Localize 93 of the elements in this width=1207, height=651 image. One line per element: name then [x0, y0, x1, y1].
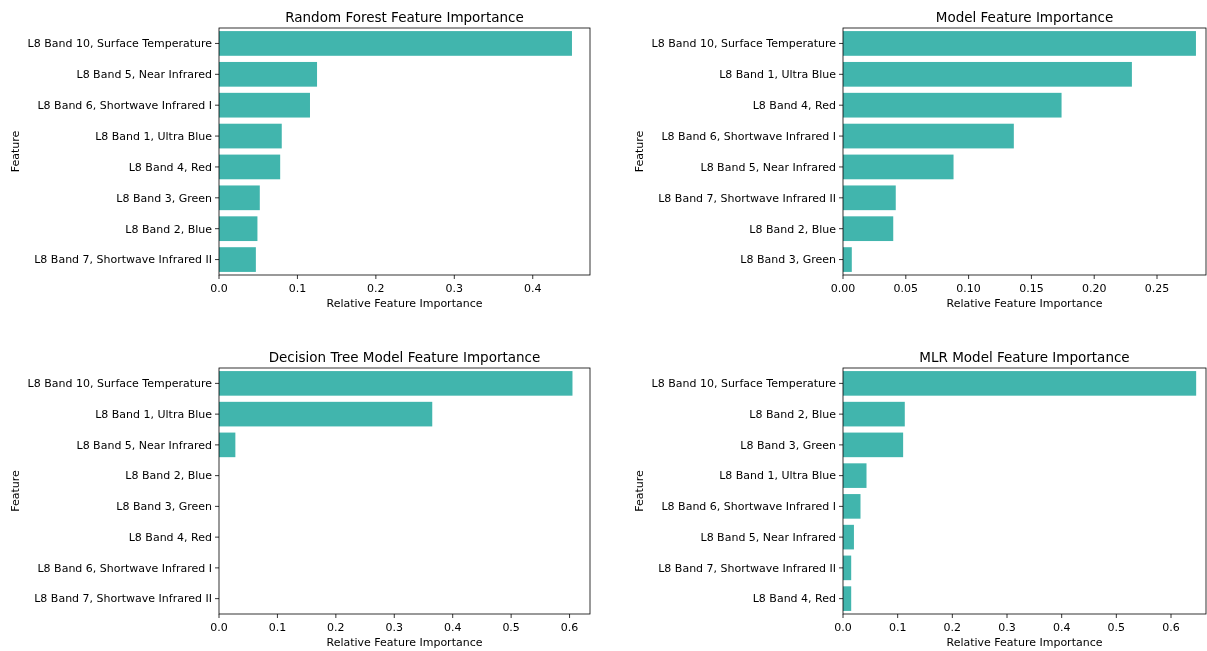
- y-tick-label: L8 Band 10, Surface Temperature: [651, 37, 837, 51]
- x-tick-label: 0.4: [443, 621, 462, 634]
- x-tick-label: 0.2: [327, 621, 345, 634]
- x-axis-title: Relative Feature Importance: [326, 297, 483, 310]
- y-tick-label: L8 Band 6, Shortwave Infrared I: [661, 129, 836, 143]
- y-tick-label: L8 Band 7, Shortwave Infrared II: [658, 191, 836, 205]
- y-tick-label: L8 Band 2, Blue: [125, 222, 213, 236]
- bar: [219, 216, 258, 242]
- y-tick-label: L8 Band 1, Ultra Blue: [719, 68, 837, 82]
- x-tick-label: 0.2: [943, 621, 962, 634]
- chart-title: Decision Tree Model Feature Importance: [268, 349, 541, 365]
- bar: [843, 154, 954, 180]
- y-tick-label: L8 Band 4, Red: [752, 99, 836, 113]
- y-tick-label: L8 Band 5, Near Infrared: [76, 438, 212, 452]
- bar: [843, 61, 1132, 87]
- y-tick-label: L8 Band 10, Surface Temperature: [27, 377, 213, 391]
- x-tick-label: 0.0: [834, 621, 852, 634]
- y-tick-label: L8 Band 1, Ultra Blue: [95, 129, 213, 143]
- y-tick-label: L8 Band 4, Red: [128, 530, 212, 544]
- x-tick-label: 0.5: [1107, 621, 1126, 634]
- bar: [219, 123, 282, 149]
- x-tick-label: 0.00: [830, 282, 856, 295]
- bar: [843, 494, 861, 519]
- x-tick-label: 0.0: [210, 282, 228, 295]
- y-tick-label: L8 Band 7, Shortwave Infrared II: [658, 561, 836, 575]
- x-tick-label: 0.05: [893, 282, 919, 295]
- bar: [219, 247, 256, 272]
- y-tick-label: L8 Band 7, Shortwave Infrared II: [34, 592, 212, 606]
- bar: [843, 31, 1196, 56]
- y-axis-title: Feature: [633, 469, 646, 512]
- bar: [843, 463, 867, 488]
- y-tick-label: L8 Band 4, Red: [752, 592, 836, 606]
- bar: [219, 61, 318, 87]
- x-tick-label: 0.1: [268, 621, 287, 634]
- x-tick-label: 0.6: [1162, 621, 1180, 634]
- bar: [843, 92, 1062, 118]
- x-tick-label: 0.4: [1052, 621, 1071, 634]
- x-tick-label: 0.3: [998, 621, 1016, 634]
- bar: [219, 154, 281, 180]
- y-tick-label: L8 Band 5, Near Infrared: [700, 160, 836, 174]
- x-tick-label: 0.10: [956, 282, 981, 295]
- bar: [843, 123, 1014, 149]
- bar: [843, 247, 852, 272]
- bar: [219, 185, 260, 211]
- y-tick-label: L8 Band 5, Near Infrared: [700, 530, 836, 544]
- bar: [219, 401, 433, 427]
- x-axis-title: Relative Feature Importance: [946, 297, 1103, 310]
- y-axis-title: Feature: [9, 469, 22, 512]
- y-tick-label: L8 Band 6, Shortwave Infrared I: [661, 500, 836, 514]
- x-tick-label: 0.4: [523, 282, 542, 295]
- bar: [843, 432, 904, 458]
- y-tick-label: L8 Band 6, Shortwave Infrared I: [37, 561, 212, 575]
- chart-title: MLR Model Feature Importance: [919, 349, 1130, 365]
- y-axis-title: Feature: [9, 130, 22, 173]
- bar: [843, 371, 1197, 396]
- x-tick-label: 0.20: [1081, 282, 1107, 295]
- x-axis-title: Relative Feature Importance: [946, 636, 1103, 649]
- y-tick-label: L8 Band 10, Surface Temperature: [651, 377, 837, 391]
- x-tick-label: 0.1: [888, 621, 907, 634]
- chart-title: Model Feature Importance: [935, 9, 1114, 25]
- y-tick-label: L8 Band 2, Blue: [749, 222, 837, 236]
- chart-title: Random Forest Feature Importance: [285, 9, 524, 25]
- x-tick-label: 0.3: [385, 621, 404, 634]
- y-tick-label: L8 Band 2, Blue: [125, 469, 213, 483]
- bar: [843, 185, 896, 211]
- x-tick-label: 0.15: [1019, 282, 1044, 295]
- y-tick-label: L8 Band 6, Shortwave Infrared I: [37, 99, 212, 113]
- bar: [219, 371, 573, 396]
- y-tick-label: L8 Band 1, Ultra Blue: [719, 469, 837, 483]
- x-axis-title: Relative Feature Importance: [326, 636, 483, 649]
- x-tick-label: 0.6: [560, 621, 579, 634]
- y-tick-label: L8 Band 3, Green: [116, 191, 213, 205]
- y-tick-label: L8 Band 3, Green: [116, 500, 213, 514]
- x-tick-label: 0.5: [502, 621, 520, 634]
- y-tick-label: L8 Band 7, Shortwave Infrared II: [34, 253, 212, 267]
- x-tick-label: 0.1: [288, 282, 307, 295]
- x-tick-label: 0.3: [445, 282, 464, 295]
- y-tick-label: L8 Band 5, Near Infrared: [76, 68, 212, 82]
- y-tick-label: L8 Band 2, Blue: [749, 407, 837, 421]
- bar: [843, 401, 905, 427]
- bar: [219, 432, 236, 458]
- y-tick-label: L8 Band 3, Green: [740, 253, 837, 267]
- x-tick-label: 0.0: [210, 621, 228, 634]
- y-tick-label: L8 Band 3, Green: [740, 438, 837, 452]
- x-tick-label: 0.25: [1144, 282, 1170, 295]
- y-axis-title: Feature: [633, 130, 646, 173]
- bar: [843, 216, 894, 242]
- bar: [219, 31, 572, 56]
- x-tick-label: 0.2: [367, 282, 385, 295]
- y-tick-label: L8 Band 10, Surface Temperature: [27, 37, 213, 51]
- bar: [219, 92, 310, 118]
- y-tick-label: L8 Band 1, Ultra Blue: [95, 407, 213, 421]
- y-tick-label: L8 Band 4, Red: [128, 160, 212, 174]
